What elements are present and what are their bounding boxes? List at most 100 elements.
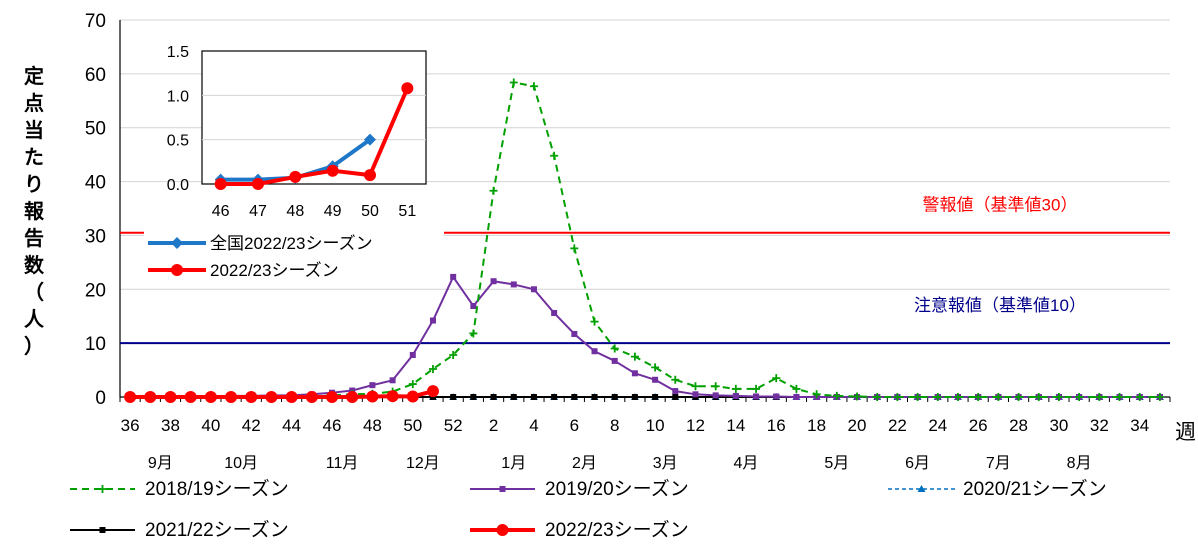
point-marker (630, 352, 639, 361)
month-label: 7月 (986, 455, 1011, 472)
point-marker (672, 388, 679, 395)
point-marker (144, 391, 157, 403)
y-tick-label: 60 (85, 65, 106, 86)
point-marker (426, 385, 439, 398)
point-marker (510, 281, 517, 288)
point-marker (204, 391, 217, 403)
x-tick-label: 24 (928, 416, 947, 435)
point-marker (510, 394, 517, 400)
inset-legend-label: 2022/23シーズン (210, 261, 339, 280)
point-marker (753, 393, 760, 400)
x-tick-label: 44 (282, 416, 301, 435)
point-marker (289, 170, 302, 183)
x-tick-label: 10 (646, 416, 665, 435)
y-tick-label: 30 (85, 226, 106, 247)
point-marker (326, 164, 339, 177)
point-marker (509, 78, 518, 87)
x-tick-label: 30 (1049, 416, 1068, 435)
point-marker (591, 394, 598, 400)
point-marker (933, 393, 942, 401)
point-marker (711, 382, 720, 391)
point-marker (873, 393, 882, 401)
point-marker (450, 273, 457, 280)
point-marker (773, 393, 780, 400)
inset-x-tick-label: 51 (398, 203, 416, 220)
point-marker (429, 317, 436, 324)
point-marker (732, 392, 739, 399)
point-marker (529, 82, 538, 91)
legend-label: 2021/22シーズン (145, 519, 289, 541)
point-marker (164, 391, 177, 403)
point-marker (124, 391, 137, 403)
month-label: 8月 (1067, 455, 1092, 472)
y-axis-label-char: た (24, 146, 44, 169)
point-marker (225, 391, 238, 403)
reference-label: 警報値（基準値30） (923, 196, 1078, 215)
x-unit-label: 週 (1175, 421, 1196, 444)
legend-label: 2019/20シーズン (545, 478, 689, 500)
legend-label: 2022/23シーズン (545, 519, 689, 541)
point-marker (913, 393, 922, 401)
inset-x-tick-label: 50 (361, 203, 379, 220)
inset-frame (201, 50, 427, 185)
point-marker (611, 357, 618, 364)
y-axis-label-char: 報 (24, 200, 45, 223)
point-marker (692, 391, 699, 398)
point-marker (1014, 393, 1023, 401)
point-marker (691, 382, 700, 391)
x-tick-label: 12 (686, 416, 705, 435)
y-tick-label: 20 (85, 280, 106, 301)
point-marker (184, 391, 197, 403)
point-marker (252, 178, 264, 190)
y-tick-label: 50 (85, 119, 106, 140)
inset-y-tick-label: 0.0 (167, 177, 189, 194)
month-label: 11月 (326, 455, 359, 472)
y-axis-label-char: 人 (24, 308, 45, 331)
point-marker (1054, 393, 1063, 401)
point-marker (389, 377, 396, 384)
point-marker (672, 394, 679, 400)
point-marker (712, 392, 719, 399)
inset-series-2022/23シーズン (214, 82, 414, 190)
x-tick-label: 28 (1009, 416, 1028, 435)
series-2022/23シーズン (124, 385, 439, 403)
y-axis-label-char: 数 (24, 253, 45, 277)
point-marker (171, 264, 183, 276)
point-marker (496, 524, 509, 536)
x-tick-label: 6 (570, 416, 579, 435)
point-marker (450, 394, 457, 400)
point-marker (469, 329, 478, 338)
point-marker (551, 394, 558, 400)
x-tick-label: 8 (610, 416, 619, 435)
month-label: 6月 (905, 455, 930, 472)
y-axis-label-char: り (24, 174, 44, 196)
point-marker (631, 394, 638, 400)
x-tick-label: 36 (121, 416, 140, 435)
point-marker (285, 391, 298, 403)
series-layer (124, 78, 1164, 403)
x-tick-label: 48 (363, 416, 382, 435)
point-marker (610, 344, 619, 353)
point-marker (265, 391, 278, 403)
point-marker (530, 394, 537, 400)
legend-label: 2018/19シーズン (145, 478, 289, 500)
point-marker (631, 370, 638, 377)
point-marker (489, 186, 498, 195)
point-marker (490, 394, 497, 400)
series-2019/20シーズン (127, 273, 1163, 400)
x-tick-label: 46 (323, 416, 342, 435)
point-marker (245, 391, 258, 403)
month-label: 2月 (572, 455, 597, 472)
x-tick-label: 20 (848, 416, 867, 435)
point-marker (470, 302, 477, 309)
x-tick-label: 18 (807, 416, 826, 435)
point-marker (499, 486, 506, 492)
x-tick-label: 4 (529, 416, 538, 435)
legend: 2018/19シーズン 2019/20シーズン 2020/21シーズン 2021/22… (70, 478, 1107, 541)
x-tick-label: 38 (161, 416, 180, 435)
point-marker (386, 390, 399, 403)
inset-y-tick-label: 1.5 (167, 44, 189, 61)
month-label: 12月 (406, 455, 440, 472)
point-marker (408, 380, 417, 389)
